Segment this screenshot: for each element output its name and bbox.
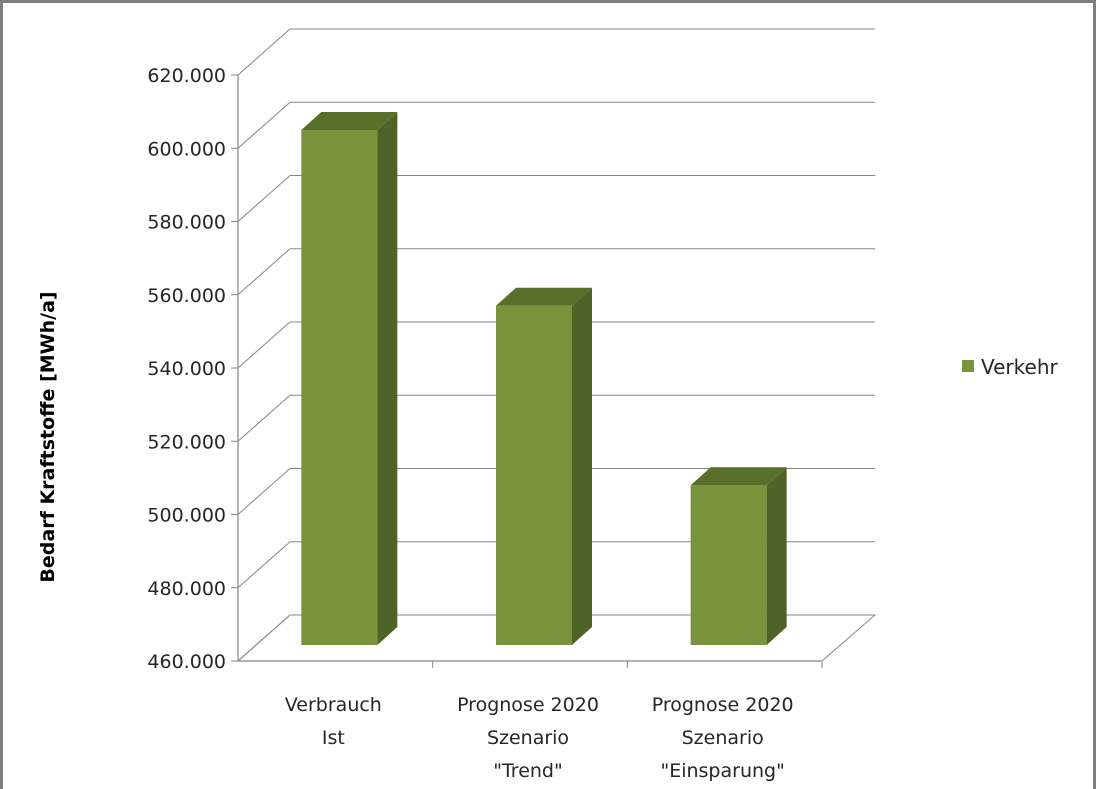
- y-tick-label: 480.000: [147, 578, 226, 600]
- bar-front: [301, 129, 378, 645]
- legend-swatch-verkehr: [962, 360, 974, 372]
- x-tick-label: Prognose 2020 Szenario "Trend": [457, 694, 599, 782]
- legend-label-verkehr: Verkehr: [981, 355, 1059, 379]
- y-tick-label: 560.000: [147, 285, 226, 307]
- gridline-diagonal: [237, 321, 291, 369]
- y-tick-label: 600.000: [147, 138, 226, 160]
- x-axis-labels: Verbrauch Ist Prognose 2020 Szenario "Trend"…: [285, 694, 794, 782]
- gridline-diagonal: [237, 541, 291, 589]
- bar-side: [572, 287, 592, 645]
- bar-top: [496, 287, 592, 306]
- gridline-diagonal: [237, 248, 291, 296]
- bar: [690, 467, 787, 645]
- gridline-diagonal: [237, 175, 291, 222]
- y-tick-label: 620.000: [147, 65, 226, 87]
- y-axis-ticks: 460.000 480.000 500.000 520.000 540.000 560.0…: [147, 65, 238, 673]
- bar-side: [766, 467, 787, 645]
- bar-front: [496, 305, 572, 645]
- bar-side: [377, 111, 398, 645]
- bar-front: [690, 485, 767, 645]
- y-axis-title: Bedarf Kraftstoffe [MWh/a]: [37, 291, 59, 582]
- gridline-diagonal: [237, 28, 291, 76]
- bar: [496, 287, 592, 645]
- y-tick-label: 460.000: [147, 651, 226, 673]
- gridline-diagonal: [237, 101, 291, 149]
- bar-top: [301, 111, 398, 130]
- y-tick-label: 520.000: [147, 431, 226, 453]
- gridline-diagonal: [237, 394, 291, 442]
- bar: [301, 111, 398, 645]
- bars: [301, 111, 787, 645]
- bar-top: [690, 467, 787, 486]
- x-tick-label: Verbrauch Ist: [285, 694, 382, 749]
- legend: Verkehr: [962, 355, 1059, 379]
- y-tick-label: 580.000: [147, 212, 226, 234]
- y-tick-label: 500.000: [147, 505, 226, 527]
- x-tick-label: Prognose 2020 Szenario "Einsparung": [652, 694, 794, 782]
- y-tick-label: 540.000: [147, 358, 226, 380]
- gridline-diagonal: [237, 468, 291, 515]
- x-axis-ticks: [432, 661, 823, 668]
